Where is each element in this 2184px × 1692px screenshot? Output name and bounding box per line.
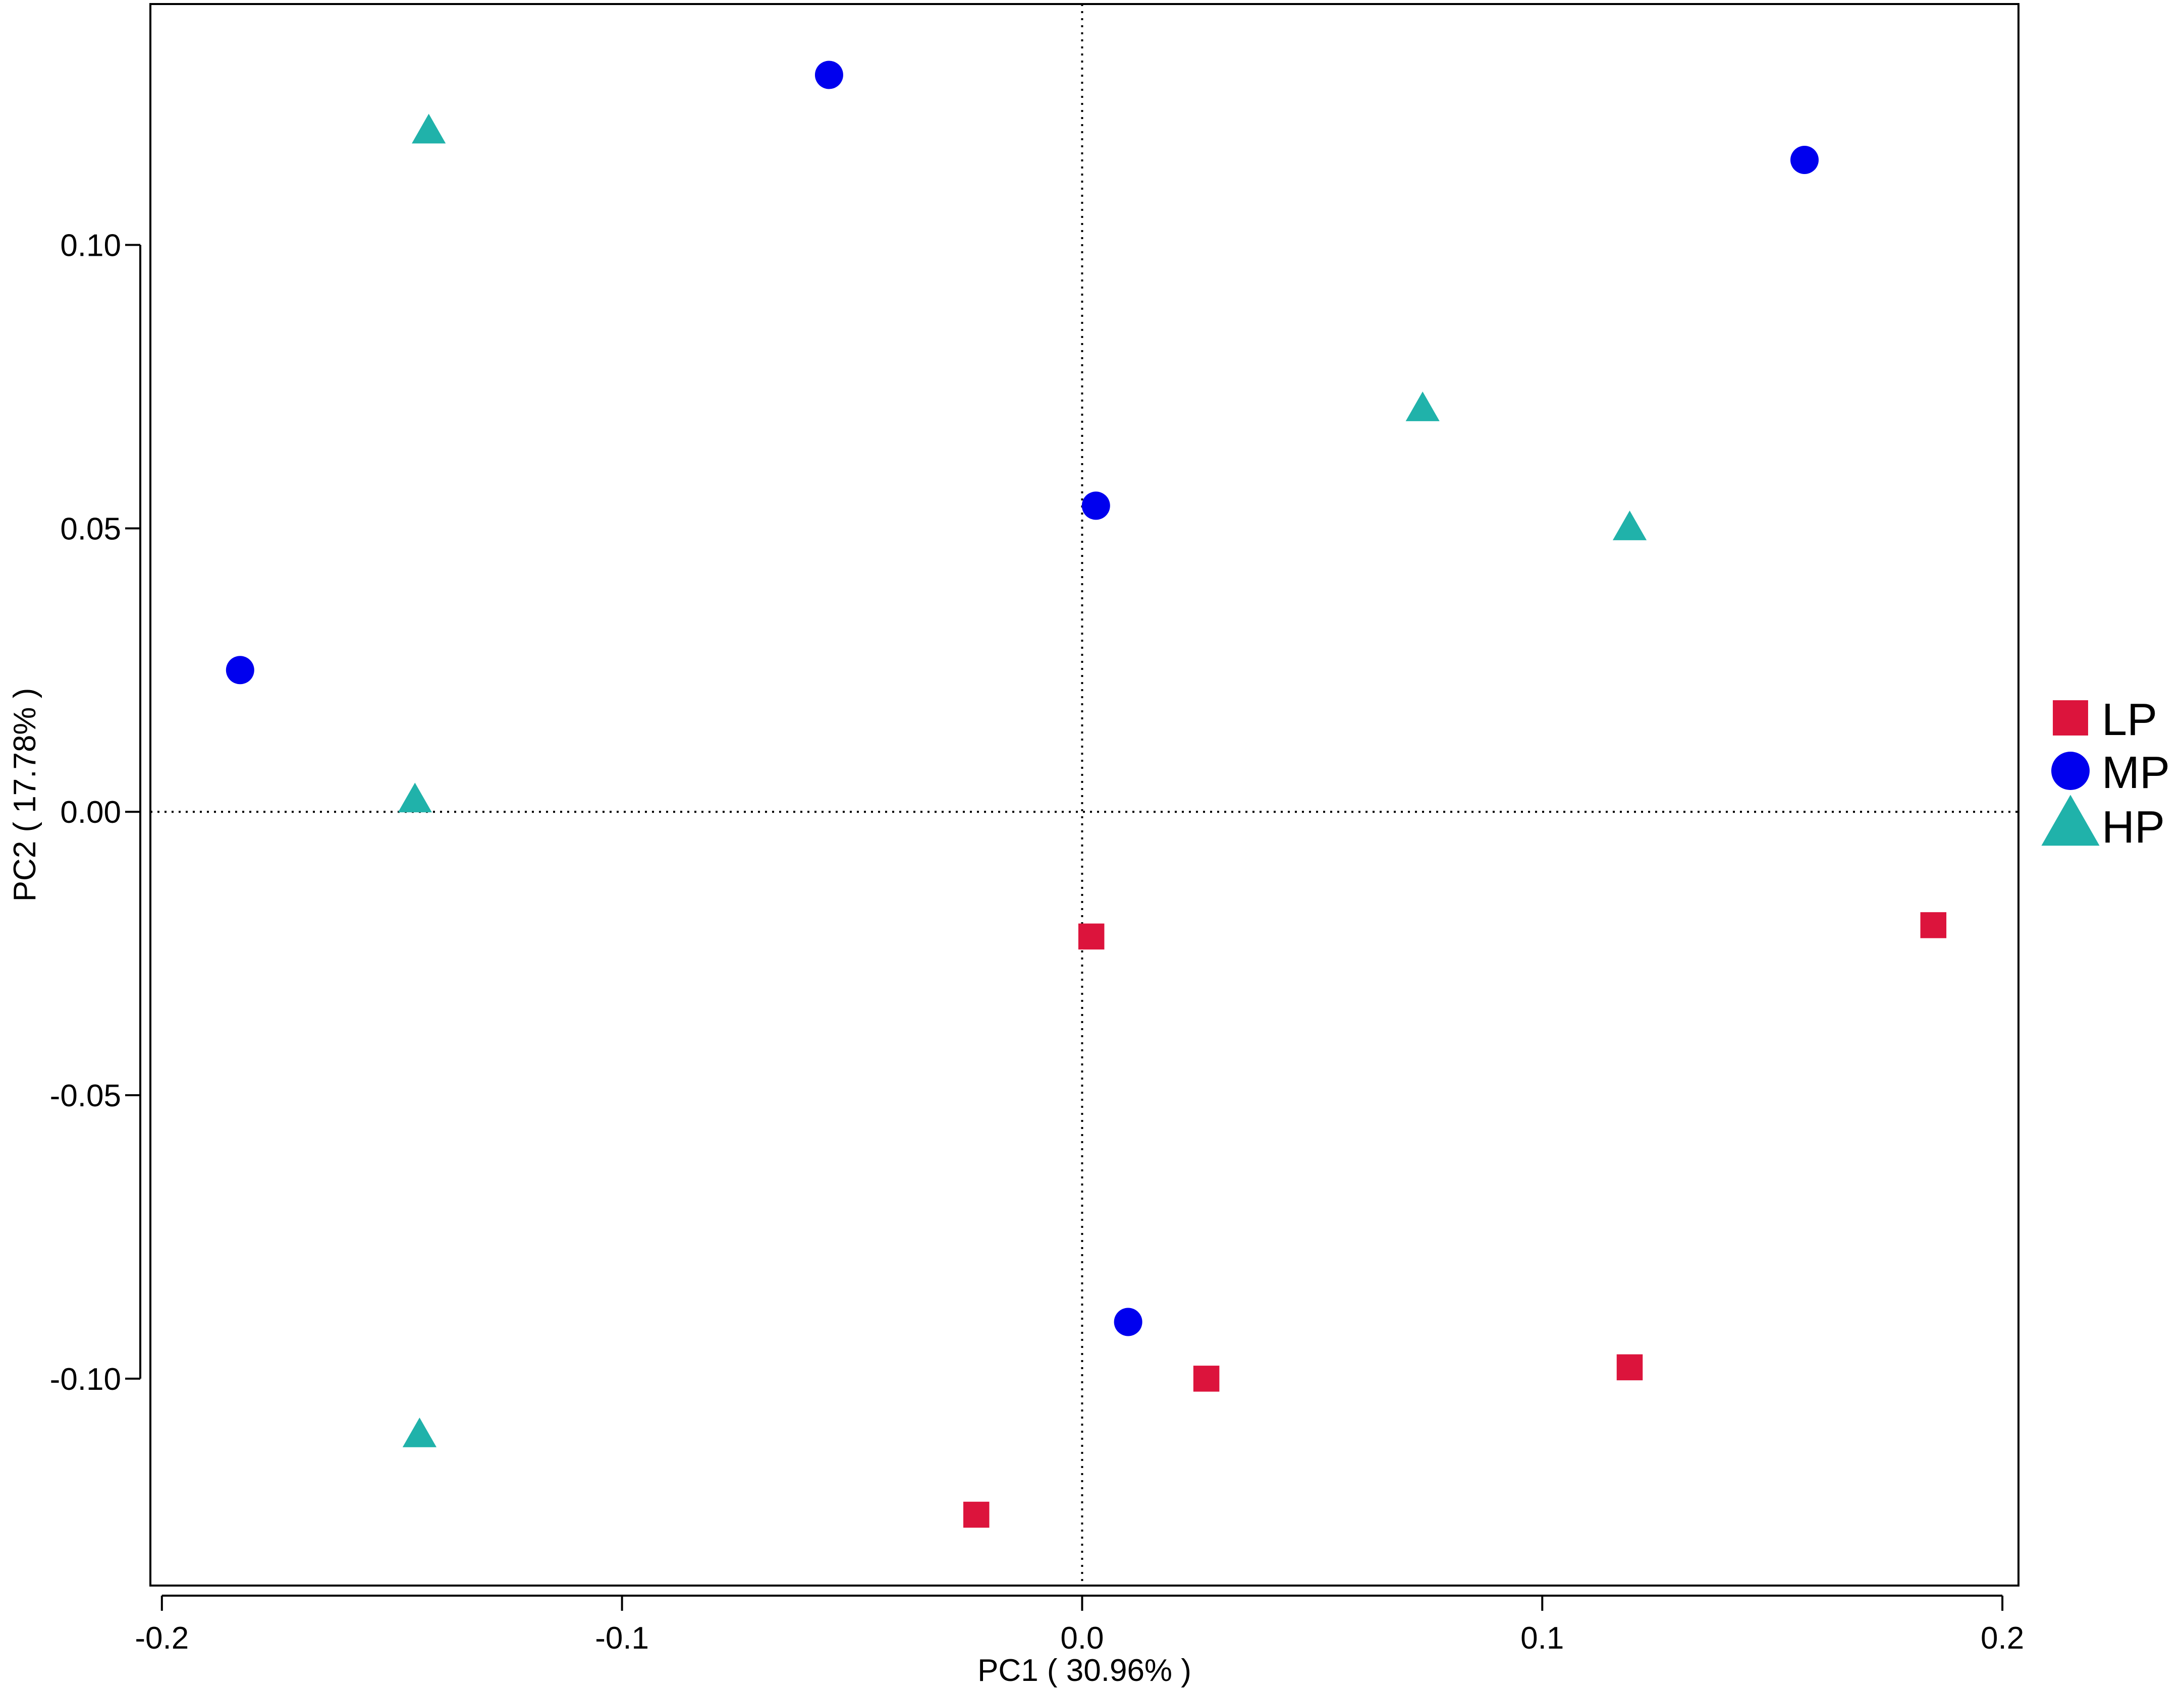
point-mp: [1081, 491, 1110, 520]
legend-marker-lp: [2053, 700, 2088, 736]
legend-label-hp: HP: [2102, 802, 2165, 853]
data-points: [226, 61, 1947, 1528]
legend-marker-mp: [2051, 752, 2090, 790]
series-mp: [226, 61, 1819, 1336]
point-hp: [1612, 511, 1647, 540]
y-tick-label: 0.05: [60, 512, 121, 546]
x-axis-title: PC1 ( 30.96% ): [977, 1653, 1191, 1688]
y-tick-label: -0.10: [50, 1362, 121, 1397]
point-lp: [1078, 923, 1105, 950]
point-mp: [1790, 146, 1819, 175]
x-tick-label: -0.1: [595, 1621, 649, 1656]
point-hp: [402, 1417, 437, 1447]
plot-frame: [149, 3, 2019, 1587]
plot-area: [149, 3, 2019, 1587]
point-mp: [1114, 1308, 1142, 1336]
series-hp: [398, 114, 1647, 1447]
legend-label-lp: LP: [2102, 695, 2157, 745]
y-axis-title: PC2 ( 17.78% ): [8, 688, 42, 902]
x-tick-label: 0.0: [1060, 1621, 1104, 1656]
y-tick-label: 0.10: [60, 229, 121, 263]
x-tick-label: -0.2: [135, 1621, 189, 1656]
series-lp: [963, 912, 1947, 1528]
point-lp: [1616, 1354, 1643, 1381]
x-tick-label: 0.1: [1520, 1621, 1564, 1656]
y-tick-label: 0.00: [60, 795, 121, 830]
point-lp: [1193, 1366, 1220, 1392]
point-lp: [1920, 912, 1947, 938]
point-hp: [1405, 391, 1440, 421]
legend-label-mp: MP: [2102, 748, 2170, 798]
point-hp: [412, 114, 446, 144]
point-mp: [814, 61, 843, 89]
point-lp: [963, 1501, 990, 1528]
x-tick-label: 0.2: [1981, 1621, 2024, 1656]
axes: -0.2 -0.1 0.0 0.1 0.2 -0.10 -0.05 0.00 0.05 0.10: [50, 229, 2025, 1656]
point-hp: [398, 782, 432, 813]
y-tick-label: -0.05: [50, 1079, 121, 1113]
legend-marker-hp: [2041, 795, 2100, 846]
point-mp: [226, 656, 254, 685]
